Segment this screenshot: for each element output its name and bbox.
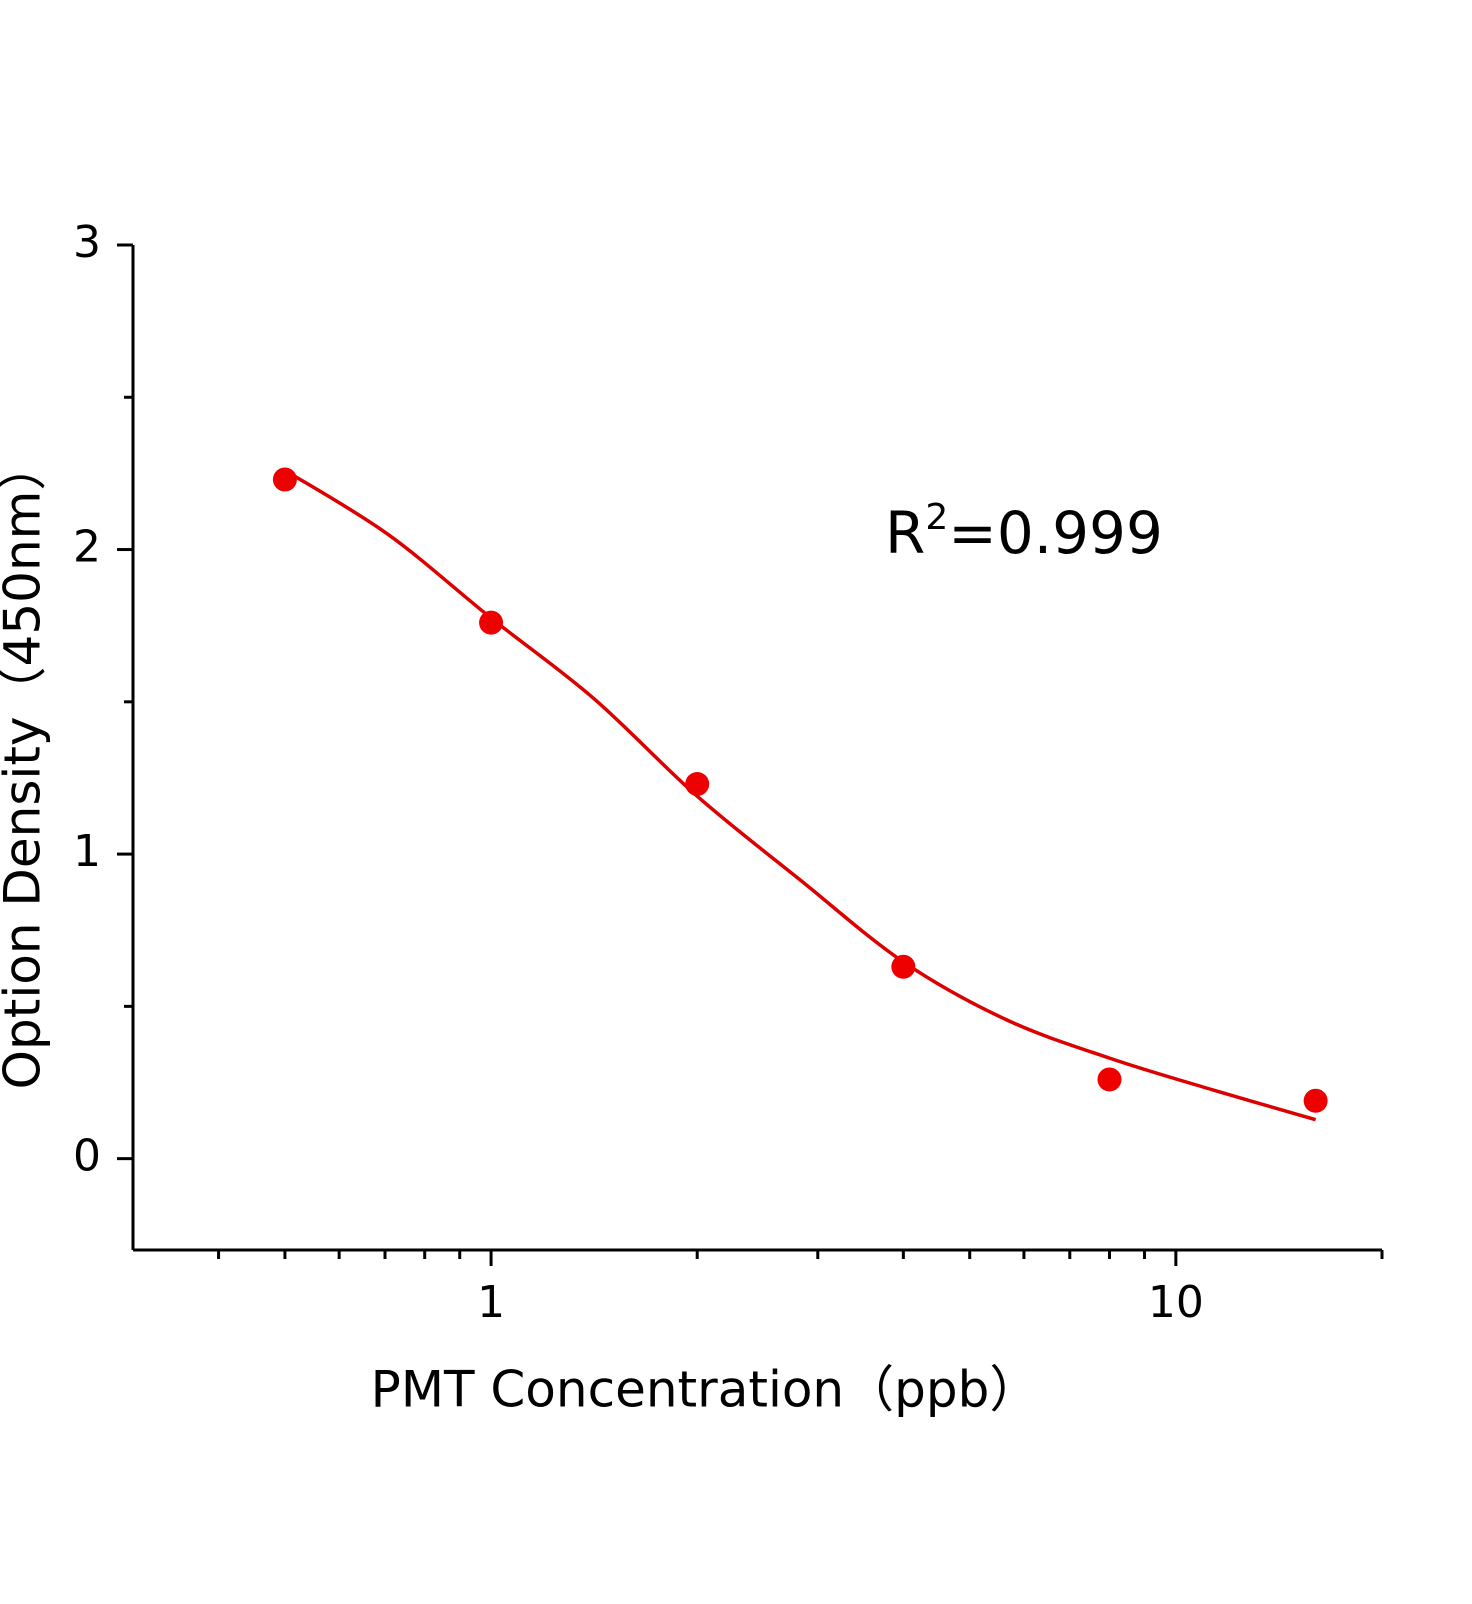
y-tick-label: 0 bbox=[73, 1131, 101, 1182]
data-point bbox=[272, 467, 297, 492]
y-tick-label: 1 bbox=[73, 826, 101, 877]
x-tick-label: 10 bbox=[1148, 1277, 1204, 1328]
x-tick-label: 1 bbox=[477, 1277, 505, 1328]
annotation-text: =0.999 bbox=[948, 499, 1163, 567]
data-point bbox=[891, 954, 916, 979]
data-point bbox=[1303, 1088, 1328, 1113]
y-axis-label: Option Density（450nm） bbox=[0, 441, 52, 1090]
annotation-text: R bbox=[885, 499, 925, 567]
data-point bbox=[1097, 1067, 1122, 1092]
annotation: R2=0.999 bbox=[885, 497, 1163, 567]
y-tick-label: 3 bbox=[73, 217, 101, 268]
x-axis-label: PMT Concentration（ppb） bbox=[371, 1361, 1040, 1419]
fit-curve bbox=[283, 468, 1317, 1122]
annotation-superscript: 2 bbox=[925, 497, 948, 538]
y-tick-label: 2 bbox=[73, 522, 101, 573]
data-point bbox=[479, 610, 504, 635]
data-point bbox=[685, 772, 710, 797]
